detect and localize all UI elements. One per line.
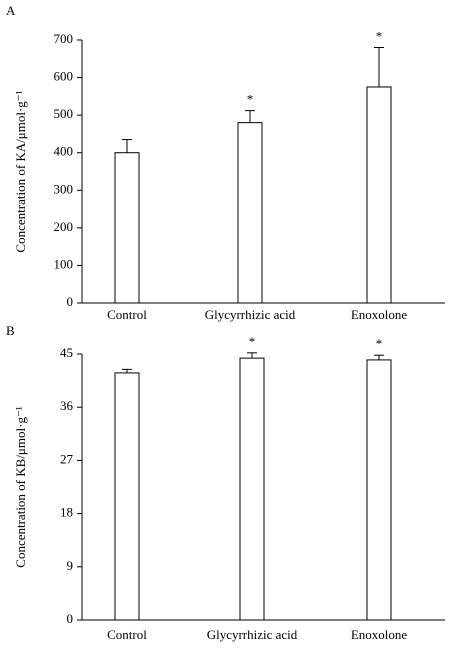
y-tick-label: 300 (54, 181, 74, 196)
bar (366, 359, 392, 621)
y-tick-label: 0 (67, 294, 74, 309)
panel-label: B (6, 323, 15, 338)
x-tick-label: Glycyrrhizic acid (205, 307, 296, 322)
significance-mark: * (247, 92, 254, 107)
y-tick-label: 100 (54, 256, 74, 271)
y-tick-label: 36 (60, 398, 74, 413)
y-tick-label: 600 (54, 69, 74, 84)
significance-mark: * (376, 336, 383, 351)
x-tick-label: Control (107, 627, 147, 642)
y-tick-label: 18 (60, 505, 73, 520)
bar (366, 86, 392, 304)
y-axis-label: Concentration of KA/μmol·g⁻¹ (13, 90, 28, 252)
y-tick-label: 700 (54, 31, 74, 46)
y-tick-label: 0 (67, 611, 74, 626)
significance-mark: * (376, 28, 383, 43)
y-axis-label: Concentration of KB/μmol·g⁻¹ (13, 406, 28, 568)
y-tick-label: 45 (60, 345, 73, 360)
x-tick-label: Control (107, 307, 147, 322)
x-tick-label: Enoxolone (351, 307, 408, 322)
panel-label: A (6, 3, 16, 18)
y-tick-label: 500 (54, 106, 74, 121)
y-tick-label: 400 (54, 144, 74, 159)
bar (237, 122, 263, 304)
significance-mark: * (249, 334, 256, 349)
bar (239, 357, 265, 621)
x-tick-label: Enoxolone (351, 627, 408, 642)
y-tick-label: 200 (54, 219, 74, 234)
y-tick-label: 27 (60, 451, 74, 466)
x-tick-label: Glycyrrhizic acid (207, 627, 298, 642)
bar (114, 372, 140, 621)
bar (114, 152, 140, 304)
y-tick-label: 9 (67, 558, 74, 573)
